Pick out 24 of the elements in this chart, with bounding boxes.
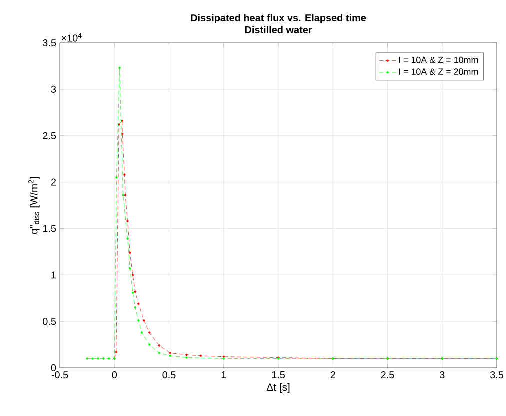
x-tick-label: -0.5: [52, 372, 68, 379]
y-tick-label: 1.5: [43, 225, 56, 232]
y-tick-label: 0: [51, 364, 56, 372]
y-tick-label: 1: [52, 272, 56, 279]
y-tick-label: 2: [51, 178, 56, 186]
y-tick-label: 3.5: [43, 39, 56, 47]
x-tick-label: 1.5: [272, 372, 286, 378]
legend-label: I = 10A & Z = 10mm: [399, 56, 478, 64]
y-tick-label: 3: [51, 86, 56, 93]
x-tick-label: 3: [440, 372, 445, 379]
chart-subtitle: Distilled water: [245, 26, 312, 34]
x-tick-label: 3.5: [490, 372, 504, 379]
x-tick-label: 0: [112, 372, 118, 379]
text: ×10$^{4}$: [62, 33, 82, 42]
x-tick-label: 2.5: [381, 372, 394, 379]
x-axis-title: Δt [s]: [266, 383, 290, 394]
x-tick-label: 2: [330, 372, 336, 378]
y-axis-title: q''$_{diss}$ [W/m$^{2}$]: [28, 177, 40, 234]
y-tick-label: 2.5: [43, 132, 56, 140]
x-tick-label: 0.5: [162, 372, 176, 379]
legend-label: I = 10A & Z = 20mm: [399, 68, 478, 76]
chart-title: Dissipated heat flux vs. Elapsed time: [191, 14, 366, 24]
y-tick-label: 0.5: [43, 318, 56, 326]
x-tick-label: 1: [222, 372, 226, 378]
